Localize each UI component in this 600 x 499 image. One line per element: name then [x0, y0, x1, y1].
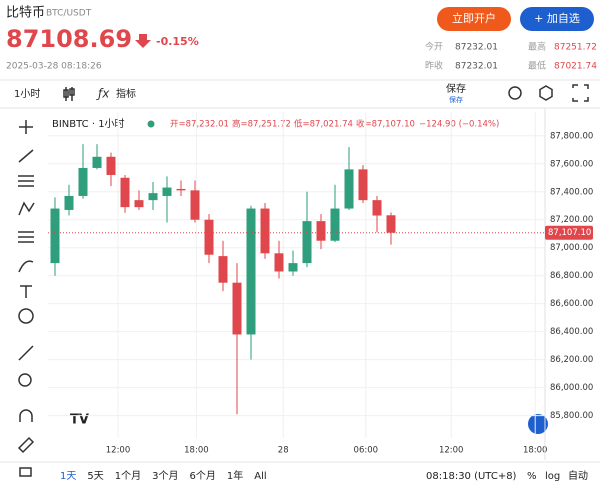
- candle-body: [190, 190, 200, 220]
- watchlist-button[interactable]: [520, 7, 594, 31]
- chart-label: BINBTC · 1小时: [52, 118, 125, 130]
- last-price-box: [545, 225, 593, 240]
- stat-label: 今开: [425, 41, 443, 53]
- status-dot: [147, 120, 155, 128]
- candle-body: [64, 195, 74, 210]
- x-tick-label: 28: [278, 446, 289, 456]
- range-option[interactable]: 5天: [87, 471, 103, 482]
- candle-body: [260, 208, 270, 254]
- asset-name: 比特币: [6, 6, 45, 21]
- stat-value: 87232.01: [455, 62, 498, 72]
- range-option[interactable]: 6个月: [190, 470, 216, 482]
- y-tick-label: 87,000.00: [550, 243, 593, 253]
- y-tick-label: 85,800.00: [550, 411, 593, 421]
- range-option[interactable]: 1个月: [115, 470, 141, 482]
- asset-symbol: BTC/USDT: [46, 9, 92, 19]
- interval[interactable]: 1小时: [14, 88, 40, 100]
- legend-high: 高=87,251.72: [232, 119, 291, 130]
- legend-open: 开=87,232.01: [170, 120, 229, 130]
- stat-value: 87251.72: [554, 43, 597, 53]
- range-option[interactable]: All: [254, 471, 266, 482]
- range-option[interactable]: 1天: [60, 471, 76, 482]
- candle-body: [204, 219, 214, 255]
- candle-body: [358, 169, 368, 201]
- last-price-label: 87,107.10: [548, 228, 591, 238]
- fullscreen-icon[interactable]: [572, 84, 589, 102]
- range-option[interactable]: 1年: [227, 469, 243, 482]
- open-account-button[interactable]: [437, 7, 511, 31]
- indicators[interactable]: 指标: [116, 87, 136, 100]
- legend-close: 收=87,107.10: [356, 119, 415, 130]
- candle-body: [372, 200, 382, 216]
- candle-body: [288, 263, 298, 272]
- legend-low: 低=87,021.74: [294, 119, 353, 130]
- candle-body: [246, 208, 256, 335]
- log-toggle[interactable]: log: [545, 471, 560, 482]
- save[interactable]: 保存: [446, 82, 466, 95]
- y-tick-label: 86,400.00: [550, 327, 593, 337]
- change-pct: -0.15%: [156, 35, 199, 48]
- y-tick-label: 86,600.00: [550, 299, 593, 309]
- candle-body: [78, 167, 88, 196]
- legend-change: −124.90 (−0.14%): [419, 120, 499, 130]
- search-icon[interactable]: [508, 86, 522, 100]
- tv-logo: TV: [70, 413, 89, 428]
- y-tick-label: 87,600.00: [550, 159, 593, 169]
- down-arrow: [135, 34, 151, 48]
- candle-body: [386, 215, 396, 233]
- auto-toggle[interactable]: 自动: [568, 469, 588, 482]
- f-badge: [528, 414, 548, 434]
- drawing-tools[interactable]: [17, 120, 35, 477]
- open-account-label[interactable]: 立即开户: [452, 11, 496, 25]
- x-tick-label: 18:00: [523, 446, 548, 456]
- candle-body: [218, 256, 228, 283]
- y-tick-label: 87,400.00: [550, 187, 593, 197]
- settings-icon[interactable]: [539, 85, 553, 101]
- stat-label: 昨收: [425, 60, 443, 72]
- candle-body: [134, 200, 144, 208]
- utc-time: 08:18:30 (UTC+8): [426, 471, 517, 482]
- pct-toggle[interactable]: %: [527, 471, 537, 482]
- save-sub[interactable]: 保存: [449, 95, 463, 104]
- price: 87108.69: [6, 25, 132, 53]
- candle-body: [316, 221, 326, 241]
- watchlist-label[interactable]: + 加自选: [534, 12, 580, 25]
- stat-value: 87021.74: [554, 62, 597, 72]
- fx-icon[interactable]: ƒx: [96, 87, 110, 101]
- x-tick-label: 18:00: [184, 446, 209, 456]
- candle-body: [106, 156, 116, 175]
- y-tick-label: 86,000.00: [550, 383, 593, 393]
- datetime: 2025-03-28 08:18:26: [6, 62, 102, 72]
- candle-body: [92, 156, 102, 168]
- candle-body: [176, 188, 186, 191]
- y-tick-label: 86,800.00: [550, 271, 593, 281]
- candle-body: [162, 187, 172, 196]
- stat-label: 最低: [528, 60, 546, 72]
- candle-body: [330, 208, 340, 241]
- candle-body: [344, 169, 354, 209]
- candle-body: [274, 253, 284, 272]
- candle-body: [50, 208, 60, 264]
- x-tick-label: 12:00: [106, 446, 131, 456]
- range-option[interactable]: 3个月: [152, 470, 178, 482]
- candle-body: [302, 221, 312, 264]
- candle-body: [148, 193, 158, 201]
- x-tick-label: 12:00: [439, 446, 464, 456]
- candle-body: [232, 282, 242, 335]
- candle-body: [120, 177, 130, 208]
- x-tick-label: 06:00: [354, 446, 379, 456]
- y-tick-label: 87,200.00: [550, 215, 593, 225]
- y-tick-label: 87,800.00: [550, 131, 593, 141]
- stat-value: 87232.01: [455, 43, 498, 53]
- candle-icon[interactable]: [63, 87, 75, 101]
- stat-label: 最高: [528, 41, 546, 53]
- y-tick-label: 86,200.00: [550, 355, 593, 365]
